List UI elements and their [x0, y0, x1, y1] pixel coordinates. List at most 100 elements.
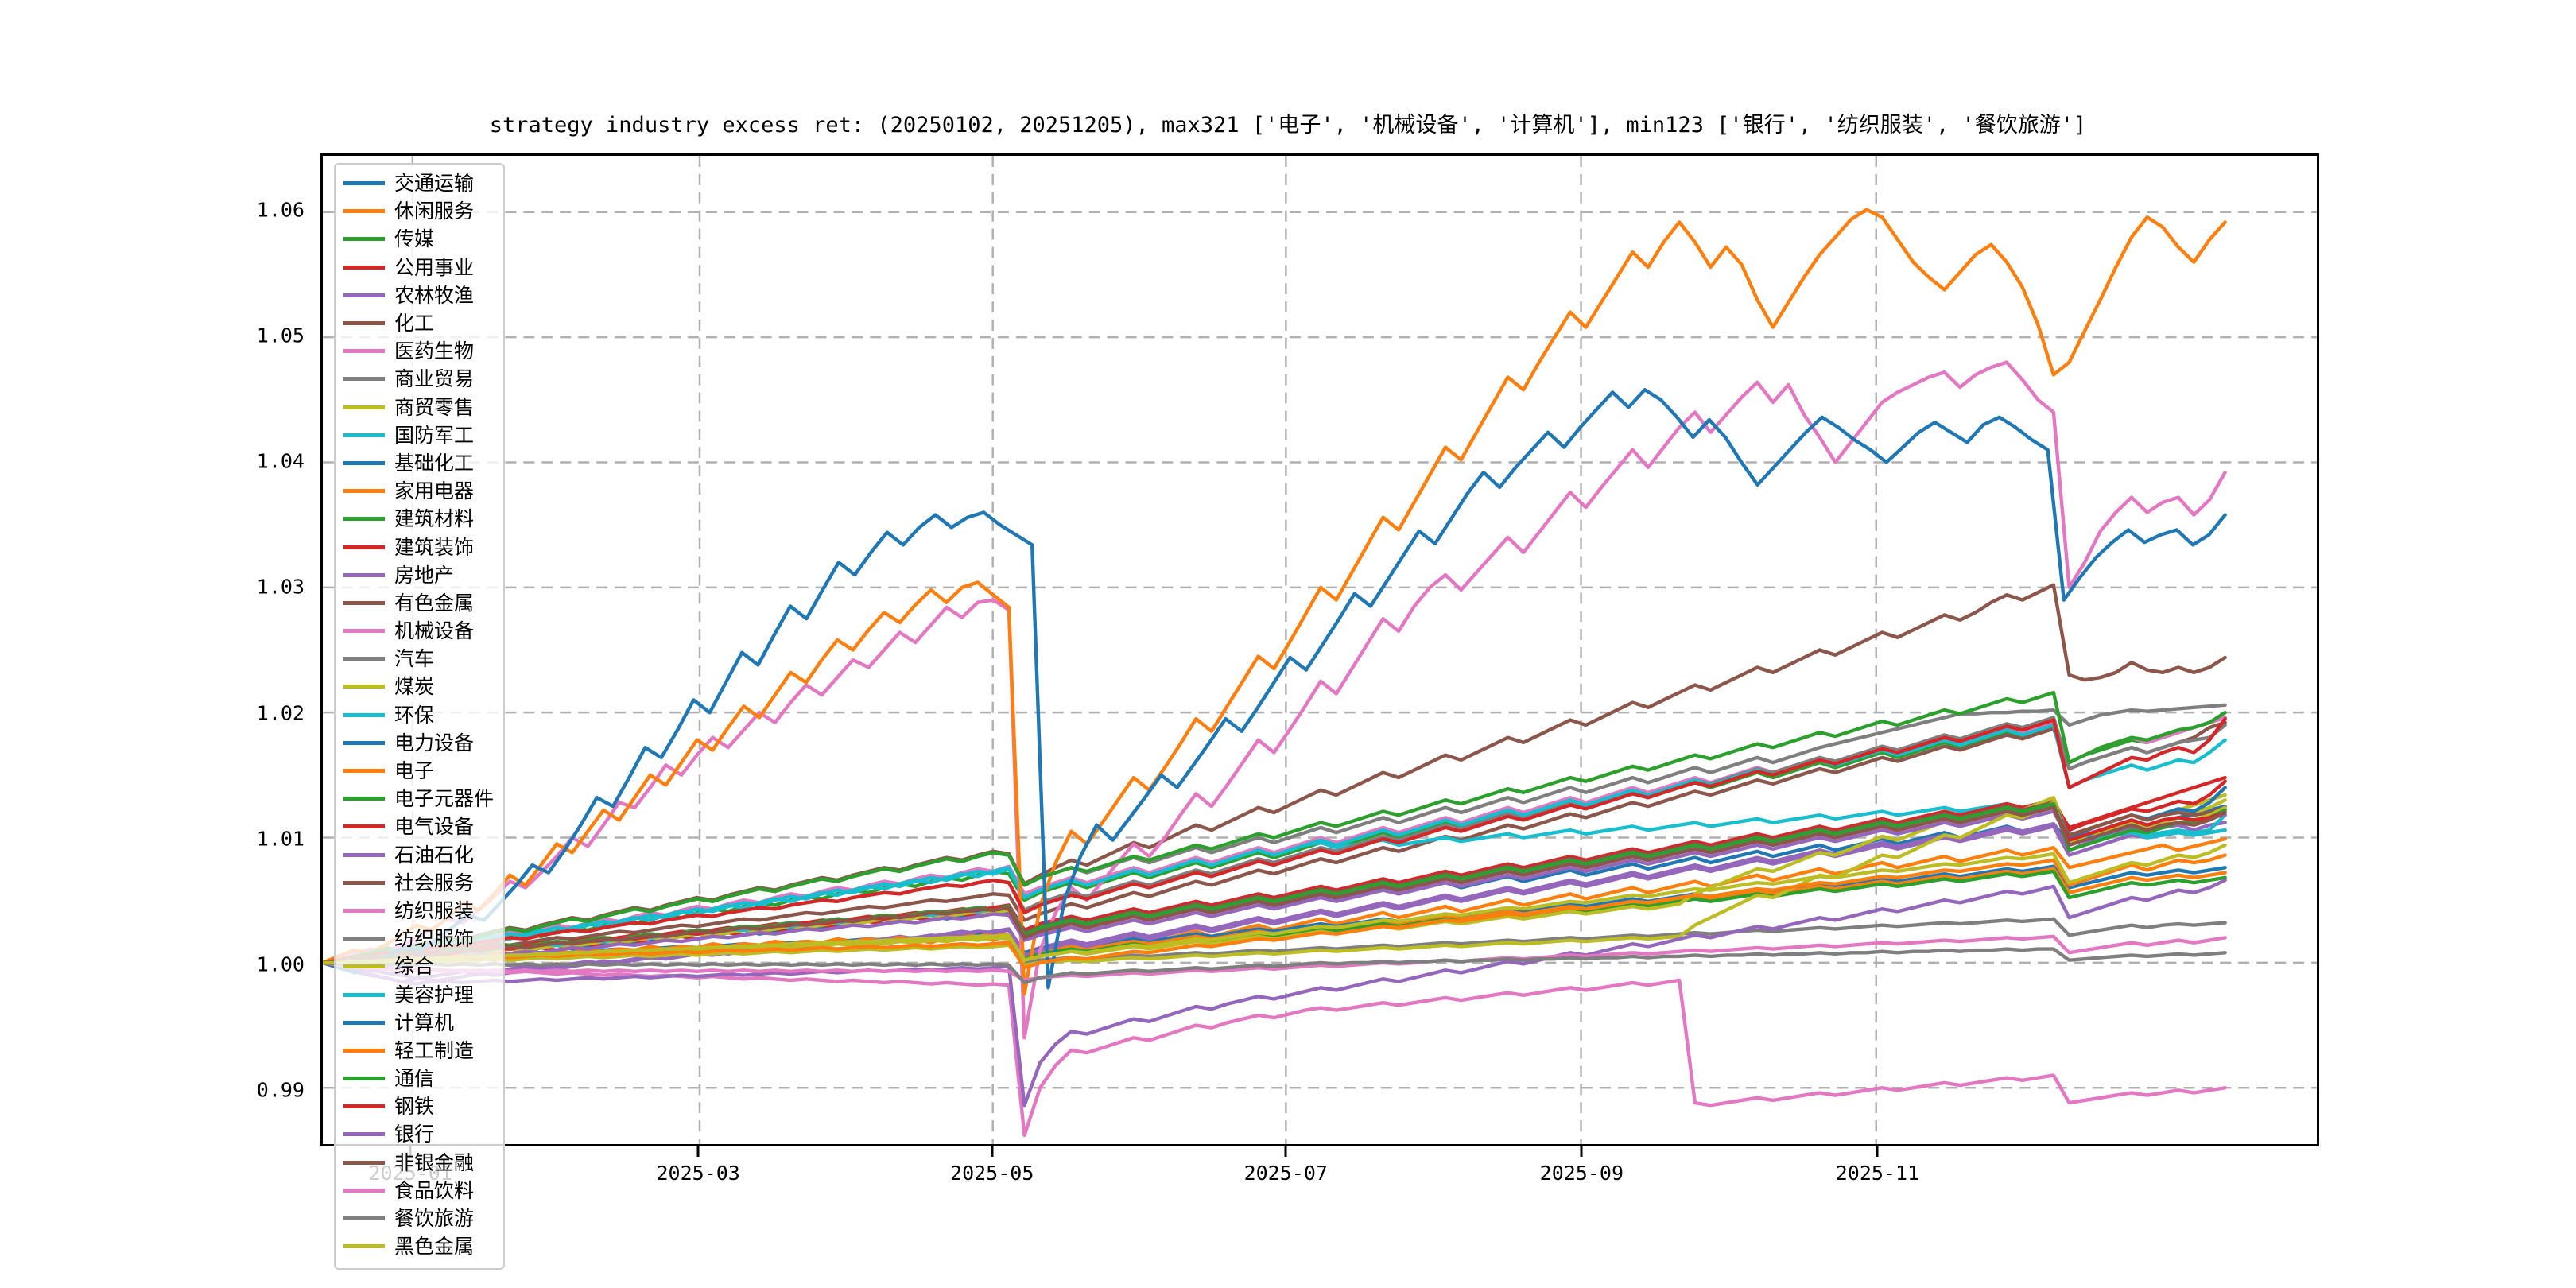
legend-label: 综合 — [394, 955, 435, 979]
legend-item[interactable]: 社会服务 — [336, 869, 503, 897]
legend-label: 轻工制造 — [394, 1038, 475, 1062]
legend-color-swatch — [343, 433, 385, 437]
legend-color-swatch — [343, 1160, 385, 1165]
legend-label: 银行 — [394, 1123, 435, 1146]
legend-color-swatch — [343, 405, 385, 409]
legend-label: 国防军工 — [394, 423, 475, 447]
legend-color-swatch — [343, 377, 385, 382]
legend-label: 纺织服饰 — [394, 927, 475, 951]
legend-color-swatch — [343, 880, 385, 885]
legend-item[interactable]: 环保 — [336, 701, 503, 729]
legend-item[interactable]: 餐饮旅游 — [336, 1205, 503, 1232]
legend-item[interactable]: 轻工制造 — [336, 1037, 503, 1065]
legend-item[interactable]: 美容护理 — [336, 980, 503, 1008]
legend-item[interactable]: 计算机 — [336, 1009, 503, 1037]
line-series — [323, 947, 2227, 985]
legend-color-swatch — [343, 992, 385, 997]
plot-area — [320, 153, 2319, 1146]
legend-item[interactable]: 公用事业 — [336, 254, 503, 281]
line-series — [323, 809, 2227, 970]
line-series — [323, 824, 2227, 986]
legend-color-swatch — [343, 237, 385, 242]
legend-color-swatch — [343, 1048, 385, 1053]
legend-item[interactable]: 化工 — [336, 309, 503, 337]
legend-item[interactable]: 电气设备 — [336, 813, 503, 840]
legend-color-swatch — [343, 349, 385, 354]
legend-color-swatch — [343, 964, 385, 969]
line-series — [323, 805, 2227, 965]
legend-label: 机械设备 — [394, 619, 475, 643]
legend-item[interactable]: 国防军工 — [336, 421, 503, 449]
legend-color-swatch — [343, 1132, 385, 1137]
legend-item[interactable]: 商贸零售 — [336, 394, 503, 421]
y-axis: 0.99 1.00 1.01 1.02 1.03 1.04 1.05 1.06 — [193, 153, 508, 1146]
legend-item[interactable]: 石油石化 — [336, 841, 503, 869]
legend-item[interactable]: 休闲服务 — [336, 197, 503, 225]
legend-item[interactable]: 商业贸易 — [336, 365, 503, 393]
x-tick-mark — [696, 1146, 700, 1157]
line-series — [323, 360, 2227, 1040]
x-tick-label: 2025-07 — [1243, 1162, 1328, 1185]
legend-item[interactable]: 电子 — [336, 757, 503, 785]
legend-color-swatch — [343, 489, 385, 494]
x-tick-mark — [991, 1146, 994, 1157]
x-tick-label: 2025-05 — [950, 1162, 1034, 1185]
legend-label: 农林牧渔 — [394, 283, 475, 307]
legend-item[interactable]: 建筑材料 — [336, 505, 503, 533]
legend-item[interactable]: 交通运输 — [336, 169, 503, 197]
legend-item[interactable]: 基础化工 — [336, 449, 503, 477]
legend-label: 电力设备 — [394, 731, 475, 755]
legend-item[interactable]: 通信 — [336, 1065, 503, 1092]
legend-color-swatch — [343, 824, 385, 829]
legend[interactable]: 交通运输 休闲服务 传媒 公用事业 农林牧渔 化工 医药生物商业贸易商贸零售国防军工 基础化工… — [334, 163, 505, 1270]
y-tick-label: 1.05 — [256, 324, 305, 347]
x-tick-mark — [1284, 1146, 1287, 1157]
legend-item[interactable]: 家用电器 — [336, 477, 503, 505]
legend-item[interactable]: 银行 — [336, 1120, 503, 1148]
legend-label: 环保 — [394, 703, 435, 727]
line-series — [323, 878, 2227, 1108]
x-tick-label: 2025-09 — [1539, 1162, 1624, 1185]
legend-item[interactable]: 传媒 — [336, 225, 503, 253]
legend-item[interactable]: 食品饮料 — [336, 1177, 503, 1205]
legend-label: 电气设备 — [394, 815, 475, 839]
legend-item[interactable]: 电力设备 — [336, 729, 503, 757]
legend-color-swatch — [343, 769, 385, 774]
legend-label: 商贸零售 — [394, 395, 475, 419]
legend-item[interactable]: 汽车 — [336, 645, 503, 673]
y-tick-label: 1.01 — [256, 827, 305, 851]
legend-color-swatch — [343, 740, 385, 745]
line-series — [323, 843, 2227, 965]
legend-item[interactable]: 有色金属 — [336, 589, 503, 617]
legend-color-swatch — [343, 712, 385, 717]
legend-label: 黑色金属 — [394, 1235, 475, 1259]
y-tick-label: 1.00 — [256, 952, 305, 976]
legend-item[interactable]: 房地产 — [336, 561, 503, 589]
legend-item[interactable]: 建筑装饰 — [336, 533, 503, 561]
legend-label: 商业贸易 — [394, 367, 475, 391]
legend-color-swatch — [343, 572, 385, 577]
legend-item[interactable]: 煤炭 — [336, 673, 503, 700]
legend-color-swatch — [343, 797, 385, 801]
legend-color-swatch — [343, 181, 385, 186]
legend-label: 电子元器件 — [394, 787, 495, 811]
legend-item[interactable]: 综合 — [336, 952, 503, 980]
legend-color-swatch — [343, 545, 385, 549]
legend-color-swatch — [343, 293, 385, 297]
legend-item[interactable]: 电子元器件 — [336, 785, 503, 813]
line-series-canvas — [323, 156, 2317, 1144]
legend-color-swatch — [343, 265, 385, 270]
legend-item[interactable]: 机械设备 — [336, 617, 503, 645]
line-series — [323, 208, 2227, 996]
legend-label: 电子 — [394, 759, 435, 783]
legend-item[interactable]: 钢铁 — [336, 1092, 503, 1120]
legend-item[interactable]: 纺织服装 — [336, 897, 503, 925]
legend-label: 医药生物 — [394, 339, 475, 363]
legend-item[interactable]: 医药生物 — [336, 337, 503, 365]
legend-item[interactable]: 农林牧渔 — [336, 281, 503, 309]
y-tick-label: 0.99 — [256, 1078, 305, 1102]
legend-item[interactable]: 纺织服饰 — [336, 925, 503, 952]
legend-item[interactable]: 黑色金属 — [336, 1232, 503, 1260]
legend-item[interactable]: 非银金融 — [336, 1149, 503, 1177]
